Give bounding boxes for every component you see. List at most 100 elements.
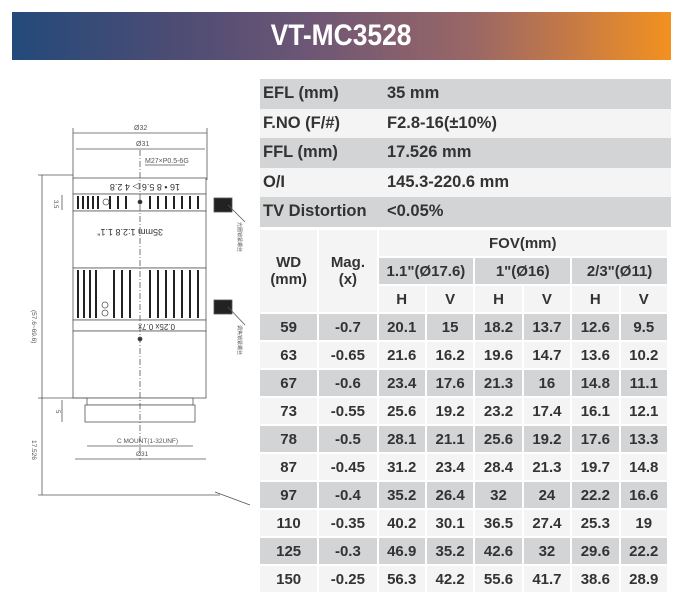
svg-text:16 • 8 5.6 ▷ 4 2.8: 16 • 8 5.6 ▷ 4 2.8 [110,182,180,192]
table-cell: 38.6 [572,566,619,592]
table-cell: 110 [260,510,318,536]
table-cell: 17.6 [572,426,619,452]
table-cell: 150 [260,566,318,592]
table-cell: 17.6 [426,370,474,396]
spec-label: F.NO (F/#) [263,113,340,132]
spec-label: EFL (mm) [263,84,339,103]
table-cell: 30.1 [426,510,474,536]
table-row: 67 -0.6 23.4 17.6 21.3 16 14.8 11.1 [260,370,667,396]
header-mag: Mag. (x) [319,230,377,312]
product-title: VT-MC3528 [271,19,412,52]
svg-text:Ø32: Ø32 [134,125,147,132]
fov-table: WD (mm) Mag. (x) FOV(mm) 1.1"(Ø17.6) 1"(Ø1… [258,228,669,594]
table-row: 125 -0.3 46.9 35.2 42.6 32 29.6 22.2 [260,538,667,564]
table-cell: 21.1 [426,426,474,452]
table-cell: 14.8 [572,370,619,396]
table-cell: 28.1 [378,426,425,452]
svg-text:3.5: 3.5 [52,200,58,209]
spec-row-ffl: FFL (mm) 17.526 mm [260,138,671,168]
table-cell: 21.6 [378,342,425,368]
table-cell: 32 [523,538,571,564]
table-cell: 42.6 [475,538,522,564]
svg-text:(57.6~69.6): (57.6~69.6) [30,310,37,343]
table-row: 78 -0.5 28.1 21.1 25.6 19.2 17.6 13.3 [260,426,667,452]
table-cell: 32 [475,482,522,508]
spec-row-oi: O/I 145.3-220.6 mm [260,167,671,197]
table-cell: -0.4 [319,482,377,508]
spec-row-fno: F.NO (F/#) F2.8-16(±10%) [260,108,671,138]
spec-value: 35 mm [387,84,440,103]
spec-label: O/I [263,172,286,191]
table-cell: 10.2 [620,342,667,368]
table-cell: 23.2 [475,398,522,424]
table-cell: 35.2 [378,482,425,508]
table-row: 59 -0.7 20.1 15 18.2 13.7 12.6 9.5 [260,314,667,340]
header-h: H [475,286,522,312]
table-cell: 14.8 [620,454,667,480]
svg-text:M27×P0.5-6G: M27×P0.5-6G [145,158,189,165]
table-cell: -0.3 [319,538,377,564]
table-cell: 125 [260,538,318,564]
table-cell: 35.2 [426,538,474,564]
table-cell: 59 [260,314,318,340]
table-cell: 12.1 [620,398,667,424]
table-cell: 28.9 [620,566,667,592]
table-cell: 19.2 [426,398,474,424]
table-cell: 19.2 [523,426,571,452]
table-cell: -0.45 [319,454,377,480]
table-cell: -0.6 [319,370,377,396]
table-row: 97 -0.4 35.2 26.4 32 24 22.2 16.6 [260,482,667,508]
header-v: V [620,286,667,312]
table-cell: 16.1 [572,398,619,424]
table-cell: 24 [523,482,571,508]
table-cell: 21.3 [523,454,571,480]
header-sensor-2-3: 2/3"(Ø11) [572,258,667,284]
table-cell: 56.3 [378,566,425,592]
table-cell: 23.4 [426,454,474,480]
table-cell: 13.6 [572,342,619,368]
table-cell: 63 [260,342,318,368]
table-cell: 27.4 [523,510,571,536]
table-cell: 26.4 [426,482,474,508]
table-cell: 73 [260,398,318,424]
svg-text:5: 5 [54,410,60,414]
table-cell: 14.7 [523,342,571,368]
spec-value: 145.3-220.6 mm [387,172,510,191]
table-cell: 97 [260,482,318,508]
table-cell: 25.6 [378,398,425,424]
table-cell: -0.35 [319,510,377,536]
table-cell: 13.7 [523,314,571,340]
spec-row-distortion: TV Distortion <0.05% [260,197,671,227]
table-cell: 40.2 [378,510,425,536]
table-cell: 22.2 [620,538,667,564]
header-wd: WD (mm) [260,230,318,312]
table-cell: 19.7 [572,454,619,480]
table-cell: 55.6 [475,566,522,592]
table-cell: -0.25 [319,566,377,592]
table-cell: 28.4 [475,454,522,480]
svg-text:Ø31: Ø31 [136,451,149,458]
lens-technical-drawing: Ø32 Ø31 M27×P0.5-6G 16 • 8 5.6 ▷ 4 2.8 光… [30,125,251,506]
header-fov: FOV(mm) [378,230,667,256]
svg-text:17.526: 17.526 [30,440,37,460]
header-sensor-1-1: 1.1"(Ø17.6) [378,258,474,284]
table-cell: 17.4 [523,398,571,424]
table-cell: 22.2 [572,482,619,508]
header-h: H [378,286,425,312]
svg-text:0.25x 0.7x: 0.25x 0.7x [138,322,175,331]
spec-label: TV Distortion [263,202,367,221]
table-cell: 20.1 [378,314,425,340]
table-cell: -0.7 [319,314,377,340]
table-cell: 25.3 [572,510,619,536]
svg-text:35mm 1:2.8 1.1": 35mm 1:2.8 1.1" [97,227,163,237]
table-cell: 21.3 [475,370,522,396]
table-cell: 13.3 [620,426,667,452]
table-cell: -0.55 [319,398,377,424]
table-cell: 36.5 [475,510,522,536]
table-cell: 41.7 [523,566,571,592]
header-h: H [572,286,619,312]
table-row: 87 -0.45 31.2 23.4 28.4 21.3 19.7 14.8 [260,454,667,480]
table-row: 63 -0.65 21.6 16.2 19.6 14.7 13.6 10.2 [260,342,667,368]
table-cell: 11.1 [620,370,667,396]
svg-text:调焦锁紧螺丝: 调焦锁紧螺丝 [236,325,243,355]
